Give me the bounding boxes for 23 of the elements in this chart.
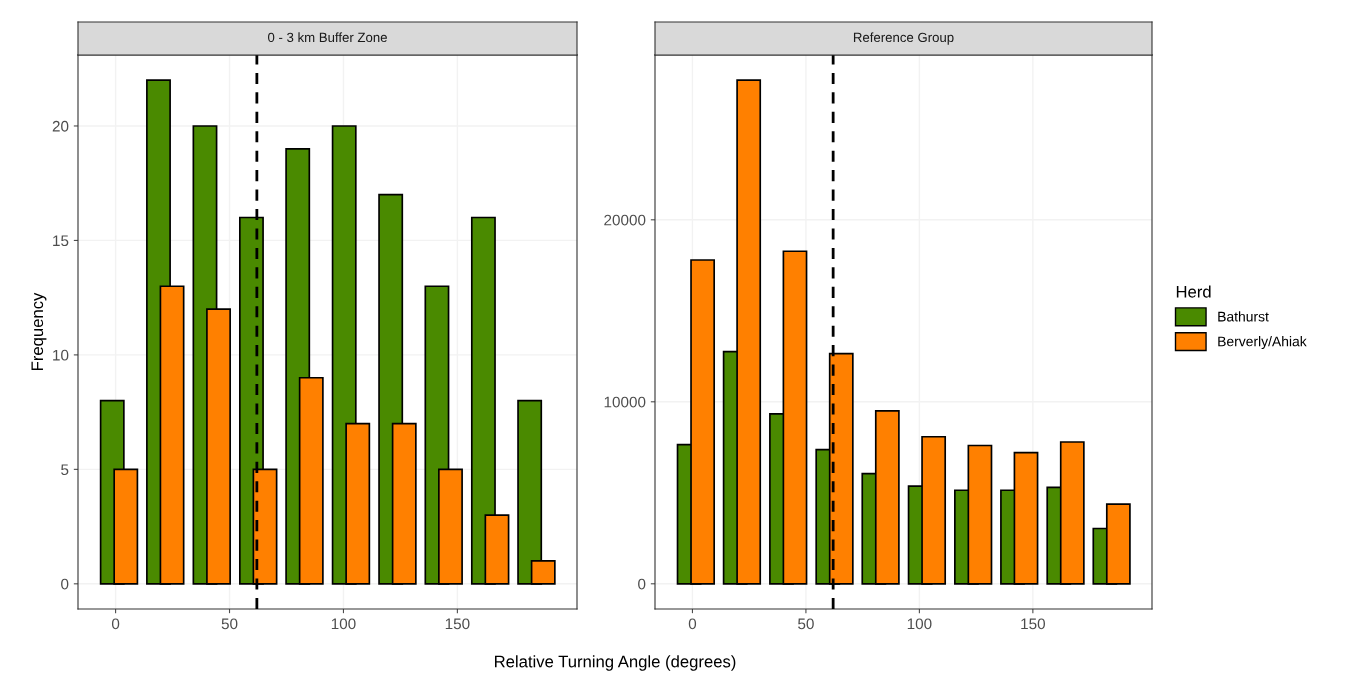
y-tick-label: 20 [52, 120, 69, 132]
x-tick-label: 50 [221, 618, 238, 630]
y-tick-label: 15 [53, 235, 69, 247]
x-tick-label: 150 [1021, 618, 1046, 630]
x-tick-label: 50 [798, 618, 814, 630]
y-tick-label: 10000 [604, 396, 646, 408]
x-tick-label: 100 [907, 618, 932, 630]
y-tick-label: 5 [61, 464, 69, 476]
x-tick-label: 100 [331, 618, 356, 630]
x-axis-title: Relative Turning Angle (degrees) [495, 655, 736, 671]
x-tick-label: 0 [111, 618, 120, 630]
legend-label: Bathurst [1218, 311, 1269, 322]
y-axis-title: Frequency [31, 292, 47, 370]
y-tick-label: 10 [53, 349, 69, 361]
y-tick-label: 20000 [604, 214, 646, 226]
y-tick-label: 0 [61, 578, 69, 590]
x-tick-label: 150 [445, 618, 470, 630]
y-tick-label: 0 [638, 578, 646, 590]
chart-title: Reference Group [853, 32, 954, 45]
legend-label: Berverly/Ahiak [1218, 336, 1307, 350]
legend-title: Herd [1176, 285, 1211, 298]
chart-title: 0 - 3 km Buffer Zone [268, 32, 387, 43]
x-tick-label: 0 [688, 618, 697, 630]
